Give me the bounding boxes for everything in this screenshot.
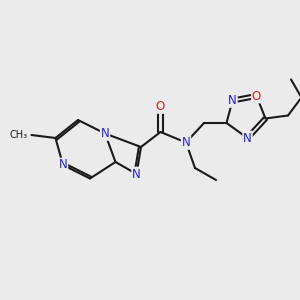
Text: N: N bbox=[100, 127, 109, 140]
Text: N: N bbox=[228, 94, 237, 107]
Text: O: O bbox=[156, 100, 165, 113]
Text: N: N bbox=[182, 136, 190, 149]
Text: N: N bbox=[132, 167, 141, 181]
Text: O: O bbox=[252, 89, 261, 103]
Text: N: N bbox=[243, 131, 252, 145]
Text: N: N bbox=[58, 158, 68, 172]
Text: CH₃: CH₃ bbox=[10, 130, 28, 140]
